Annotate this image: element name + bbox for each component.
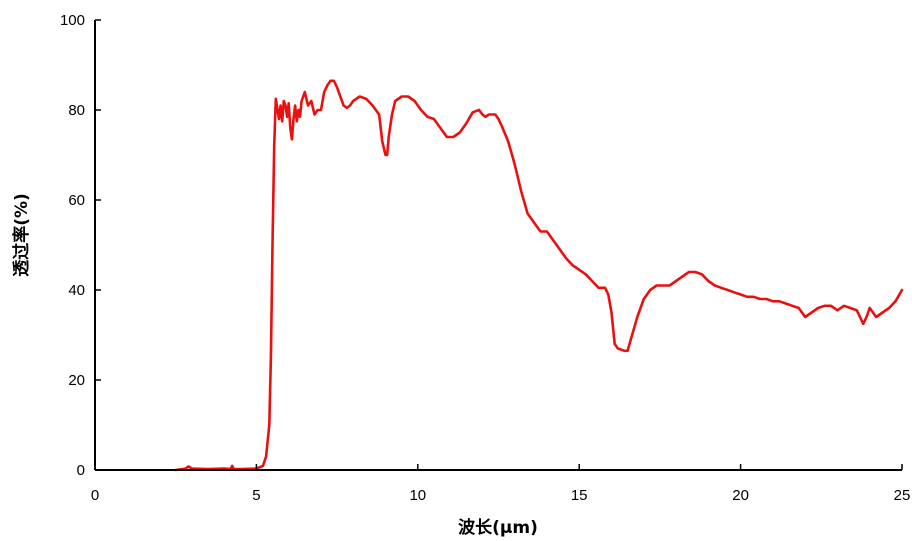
- y-tick-label: 80: [68, 102, 85, 119]
- y-tick-label: 40: [68, 282, 85, 299]
- plot-area: [174, 79, 904, 472]
- x-tick-label: 25: [894, 487, 911, 504]
- y-tick-label: 100: [60, 12, 85, 29]
- x-tick-label: 5: [252, 487, 260, 504]
- axes: [94, 20, 902, 471]
- x-tick-label: 15: [571, 487, 588, 504]
- y-axis-title: 透过率(%): [11, 193, 32, 277]
- y-tick-label: 60: [68, 192, 85, 209]
- y-tick-label: 20: [68, 372, 85, 389]
- series-line: [174, 79, 904, 472]
- x-tick-label: 0: [91, 487, 99, 504]
- x-tick-label: 20: [732, 487, 749, 504]
- x-tick-label: 10: [409, 487, 426, 504]
- ticks: 0 5 10 15 20 25 0 20 40 60 80 100: [60, 12, 910, 504]
- y-tick-label: 0: [77, 462, 85, 479]
- x-axis-title: 波长(μm): [458, 517, 538, 538]
